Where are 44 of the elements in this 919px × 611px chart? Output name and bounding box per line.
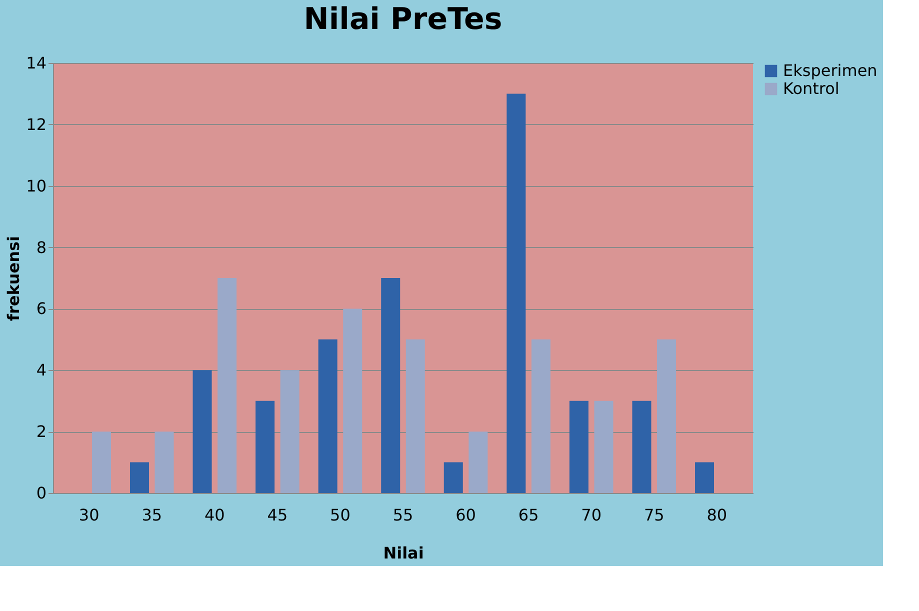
y-axis-title: frekuensi (4, 236, 24, 321)
y-tick-label: 2 (36, 422, 46, 442)
x-tick-label: 75 (644, 506, 664, 524)
y-tick-label: 0 (36, 484, 46, 502)
legend-label: Kontrol (783, 79, 840, 98)
x-tick-label: 80 (706, 506, 728, 524)
bar (280, 370, 300, 493)
bar (594, 400, 614, 493)
legend-label: Eksperimen (783, 61, 878, 80)
bar (468, 432, 488, 493)
x-tick-label: 30 (78, 506, 100, 524)
bar (130, 462, 149, 493)
x-tick-label: 65 (518, 506, 539, 524)
bar (343, 308, 362, 493)
bar (92, 432, 111, 493)
bar (218, 278, 237, 493)
y-tick-label: 4 (36, 360, 46, 380)
chart-title: Nilai PreTes (304, 2, 502, 37)
y-tick-label: 12 (26, 114, 46, 134)
bar (632, 400, 652, 493)
bar (657, 339, 676, 493)
x-tick-label: 40 (204, 506, 225, 524)
x-tick-label: 35 (142, 506, 162, 524)
bar (569, 400, 588, 493)
bar (256, 400, 275, 493)
y-tick-label: 14 (26, 54, 46, 72)
x-tick-label: 70 (581, 506, 602, 524)
bar (444, 462, 463, 493)
y-tick-label: 8 (36, 238, 46, 257)
bar (154, 432, 174, 493)
bar (506, 94, 526, 493)
bar (531, 339, 550, 493)
x-tick-label: 60 (456, 506, 476, 524)
y-tick-label: 10 (26, 176, 46, 196)
bar (381, 278, 400, 493)
bar (406, 339, 425, 493)
x-tick-label: 45 (267, 506, 288, 524)
bar (192, 370, 212, 493)
x-tick-label: 55 (392, 506, 414, 524)
x-axis-title: Nilai (383, 544, 424, 562)
x-tick-label: 50 (330, 506, 350, 524)
y-tick-label: 6 (36, 299, 46, 318)
bar (318, 339, 338, 493)
bar (695, 462, 714, 493)
